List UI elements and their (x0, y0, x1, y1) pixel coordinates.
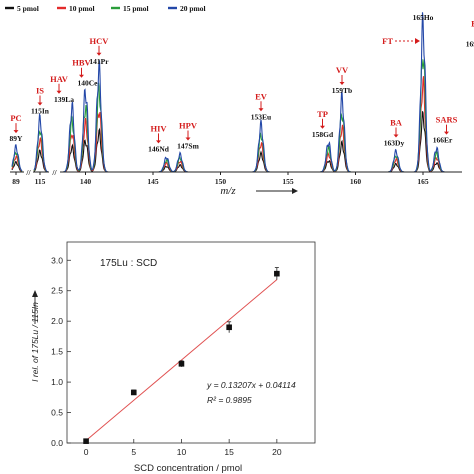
peak-isotope-label: 158Gd (312, 130, 334, 139)
peak-isotope-label: 166Er (433, 136, 453, 145)
peak-target-label: HPV (179, 120, 198, 130)
x-tick-label: 145 (147, 177, 159, 186)
peak-isotope-label: 139La (54, 95, 74, 104)
peak-isotope-label: 141Pr (89, 57, 109, 66)
peak-isotope-label: 165Ho (413, 13, 434, 22)
peak-arrowhead (415, 38, 420, 44)
legend-entry: 10 pmol (69, 4, 95, 13)
legend-entry: 20 pmol (180, 4, 206, 13)
legend-entry: 5 pmol (17, 4, 39, 13)
peak-target-label: SARS (436, 115, 458, 125)
peak-target-label: VV (336, 65, 349, 75)
data-point (274, 270, 280, 277)
spectrum-x-axis-label: m/z (220, 185, 236, 197)
legend: 5 pmol 10 pmol 15 pmol 20 pmol (5, 4, 206, 13)
y-tick-label: 1.0 (51, 377, 63, 387)
peak-target-label: TP (317, 109, 328, 119)
peak-isotope-label: 153Eu (251, 112, 271, 121)
y-tick-label: 3.0 (51, 255, 63, 265)
x-tick-label: 5 (131, 447, 136, 457)
y-tick-label: 0.5 (51, 408, 63, 418)
data-point (178, 361, 185, 367)
y-tick-label: 2.5 (51, 286, 63, 296)
spectrum-panel: 5 pmol 10 pmol 15 pmol 20 pmol 89Y PC 115In IS… (5, 4, 474, 197)
y-tick-label: 1.5 (51, 347, 63, 357)
peak-arrowhead (13, 130, 19, 134)
axis-break: // (25, 168, 31, 177)
peak-isotope-label: 89Y (10, 134, 24, 143)
regression-line (85, 279, 278, 441)
x-tick-label: 20 (272, 447, 282, 457)
x-tick-label: 150 (215, 177, 227, 186)
calibration-panel: 0 5 10 15 20 0.0 0.5 1.0 1.5 2.0 2.5 3.0 175Lu : SC… (30, 241, 316, 474)
data-point (83, 438, 89, 444)
peak-target-label: HAV (50, 74, 69, 84)
peak-isotope-label: 169Tm (466, 39, 474, 48)
peak-arrowhead (96, 52, 102, 56)
spectrum-x-axis: ////89115140145150155160165170 (10, 168, 462, 186)
y-tick-label: 2.0 (51, 316, 63, 326)
calibration-y-axis-label: I rel. of 175Lu / 115In (30, 302, 40, 382)
r-squared: R² = 0.9895 (207, 395, 252, 405)
peak-target-label: BC (471, 18, 474, 28)
x-tick-label: 165 (417, 177, 429, 186)
peak-isotope-label: 146Nd (148, 144, 170, 153)
legend-entry: 15 pmol (123, 4, 149, 13)
data-point (130, 389, 137, 396)
calibration-x-axis-label: SCD concentration / pmol (134, 463, 242, 474)
peak-isotope-label: 147Sm (177, 141, 199, 150)
data-point (226, 324, 232, 331)
calibration-plot-frame (66, 241, 316, 444)
x-tick-label: 160 (350, 177, 362, 186)
peak-arrowhead (156, 140, 161, 144)
spectrum-traces (11, 12, 460, 173)
spectrum-trace-15-pmol (11, 59, 460, 173)
peak-target-label: PC (10, 113, 21, 123)
peak-target-label: BA (390, 118, 403, 128)
peak-isotope-label: 159Tb (332, 86, 352, 95)
calibration-axes: 0 5 10 15 20 0.0 0.5 1.0 1.5 2.0 2.5 3.0 (51, 255, 282, 457)
peak-isotope-label: 163Dy (384, 139, 405, 148)
calibration-annotation: 175Lu : SCD (100, 258, 157, 269)
fit-line (85, 279, 278, 441)
x-tick-label: 0 (84, 447, 89, 457)
peak-target-label: HCV (90, 36, 110, 46)
x-tick-label: 155 (282, 177, 294, 186)
peak-arrowhead (37, 102, 43, 106)
peak-arrowhead (79, 74, 84, 78)
peak-isotope-label: 140Ce (78, 79, 99, 88)
peak-target-label: HBV (72, 58, 91, 68)
x-tick-label: 89 (12, 177, 20, 186)
y-tick-label: 0.0 (51, 438, 63, 448)
peak-arrowhead (185, 137, 191, 141)
peak-arrowhead (444, 131, 449, 135)
peak-arrowhead (258, 108, 264, 112)
y-axis-arrow (32, 290, 38, 324)
x-tick-label: 15 (224, 447, 234, 457)
axis-break: // (51, 168, 57, 177)
peak-target-label: EV (255, 91, 268, 101)
x-tick-label: 10 (177, 447, 187, 457)
x-axis-arrow (256, 188, 298, 194)
calibration-points (83, 267, 280, 444)
x-tick-label: 140 (80, 177, 92, 186)
peak-arrowhead (393, 134, 399, 138)
peak-target-label: IS (36, 85, 44, 95)
peak-arrowhead (320, 125, 325, 129)
peak-target-label: FT (382, 36, 393, 46)
peak-isotope-label: 115In (31, 106, 50, 115)
peak-arrowhead (339, 82, 345, 85)
x-tick-label: 115 (35, 177, 46, 186)
peak-arrowhead (56, 90, 62, 94)
peak-target-label: HIV (150, 123, 167, 133)
fit-equation: y = 0.13207x + 0.04114 (206, 380, 296, 390)
